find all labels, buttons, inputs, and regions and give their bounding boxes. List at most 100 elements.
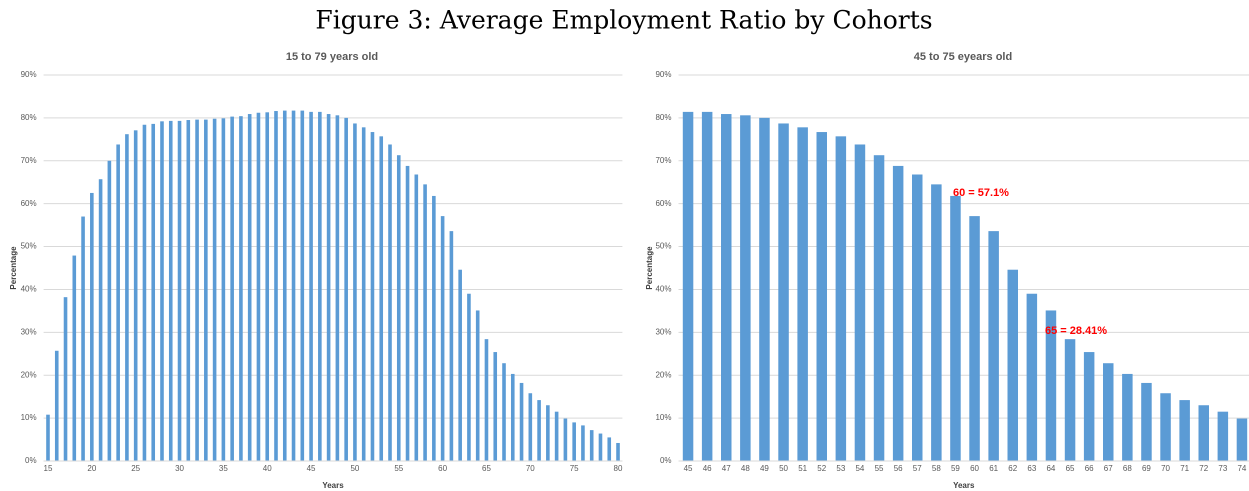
x-tick-label: 49 (760, 464, 769, 473)
bar (405, 165, 410, 461)
y-tick-label: 80% (21, 113, 37, 122)
bar (988, 231, 999, 461)
bar (195, 119, 199, 462)
bar (546, 405, 550, 461)
bar (370, 132, 375, 461)
y-axis-label: Percentage (645, 246, 654, 290)
bar (616, 442, 620, 461)
bar (1236, 418, 1248, 461)
bar (1179, 400, 1190, 461)
bar (81, 216, 85, 461)
x-tick-label: 15 (44, 464, 53, 473)
bar (607, 437, 612, 461)
y-tick-label: 60% (655, 199, 671, 208)
y-tick-label: 10% (21, 413, 37, 422)
bar (379, 136, 384, 461)
x-tick-label: 47 (722, 464, 731, 473)
bar (797, 127, 808, 461)
bar (107, 160, 112, 461)
x-tick-label: 20 (87, 464, 96, 473)
bar (519, 382, 524, 461)
x-tick-label: 35 (219, 464, 228, 473)
bar (353, 123, 357, 461)
x-tick-label: 70 (526, 464, 535, 473)
bar (581, 425, 585, 461)
bar (168, 120, 173, 461)
y-tick-label: 30% (21, 327, 37, 336)
bar (950, 195, 961, 462)
bar (212, 118, 217, 461)
bar (1160, 393, 1171, 461)
y-tick-label: 0% (25, 456, 37, 465)
y-tick-label: 60% (21, 199, 37, 208)
bar (221, 118, 226, 461)
bar (46, 414, 50, 461)
bar (361, 127, 366, 461)
bar (265, 112, 270, 462)
bar (721, 114, 732, 461)
x-tick-label: 72 (1199, 464, 1208, 473)
x-tick-label: 57 (913, 464, 922, 473)
y-axis-label: Percentage (9, 246, 18, 290)
bar (1122, 373, 1133, 461)
bar (300, 110, 305, 461)
bar (1103, 363, 1114, 461)
x-tick-label: 55 (875, 464, 884, 473)
bar (778, 123, 789, 461)
x-tick-label: 25 (131, 464, 140, 473)
y-tick-label: 40% (655, 285, 671, 294)
y-tick-label: 20% (21, 370, 37, 379)
x-tick-label: 58 (932, 464, 941, 473)
x-tick-label: 62 (1008, 464, 1017, 473)
bar (510, 373, 515, 461)
bar (816, 132, 827, 461)
bar (969, 216, 980, 461)
bar (563, 418, 568, 461)
x-tick-label: 45 (307, 464, 316, 473)
x-tick-label: 48 (741, 464, 750, 473)
x-tick-label: 68 (1123, 464, 1132, 473)
bar (701, 111, 713, 461)
x-tick-label: 64 (1046, 464, 1055, 473)
bar (1026, 293, 1038, 461)
y-tick-label: 70% (655, 156, 671, 165)
y-tick-label: 50% (655, 242, 671, 251)
bar (116, 144, 120, 462)
bar (274, 111, 278, 461)
bar (467, 293, 471, 461)
bar (682, 111, 694, 461)
bar (554, 411, 559, 461)
x-tick-label: 59 (951, 464, 960, 473)
bar (598, 433, 603, 461)
bar (1083, 352, 1095, 461)
y-tick-label: 10% (655, 413, 671, 422)
x-tick-label: 40 (263, 464, 272, 473)
bar (186, 120, 191, 462)
y-tick-label: 30% (655, 327, 671, 336)
chart-title: 15 to 79 years old (286, 51, 378, 63)
x-tick-label: 50 (350, 464, 359, 473)
bar (931, 184, 942, 461)
bar (396, 155, 401, 462)
y-tick-label: 70% (21, 156, 37, 165)
bar (326, 114, 331, 461)
x-tick-label: 61 (989, 464, 998, 473)
bar (282, 110, 287, 461)
x-tick-label: 63 (1027, 464, 1036, 473)
y-tick-label: 90% (21, 70, 37, 79)
bar (759, 117, 770, 461)
bar (502, 363, 506, 461)
bar (1141, 382, 1152, 461)
bar (318, 111, 322, 461)
x-tick-label: 30 (175, 464, 184, 473)
annotation: 65 = 28.41% (1045, 325, 1107, 337)
x-tick-label: 51 (798, 464, 807, 473)
x-tick-label: 75 (570, 464, 579, 473)
bar (423, 184, 427, 461)
bar (344, 117, 348, 461)
bar (475, 310, 480, 461)
bar (388, 144, 392, 462)
x-tick-label: 52 (817, 464, 826, 473)
bar (142, 124, 147, 462)
x-axis-label: Years (322, 481, 344, 490)
